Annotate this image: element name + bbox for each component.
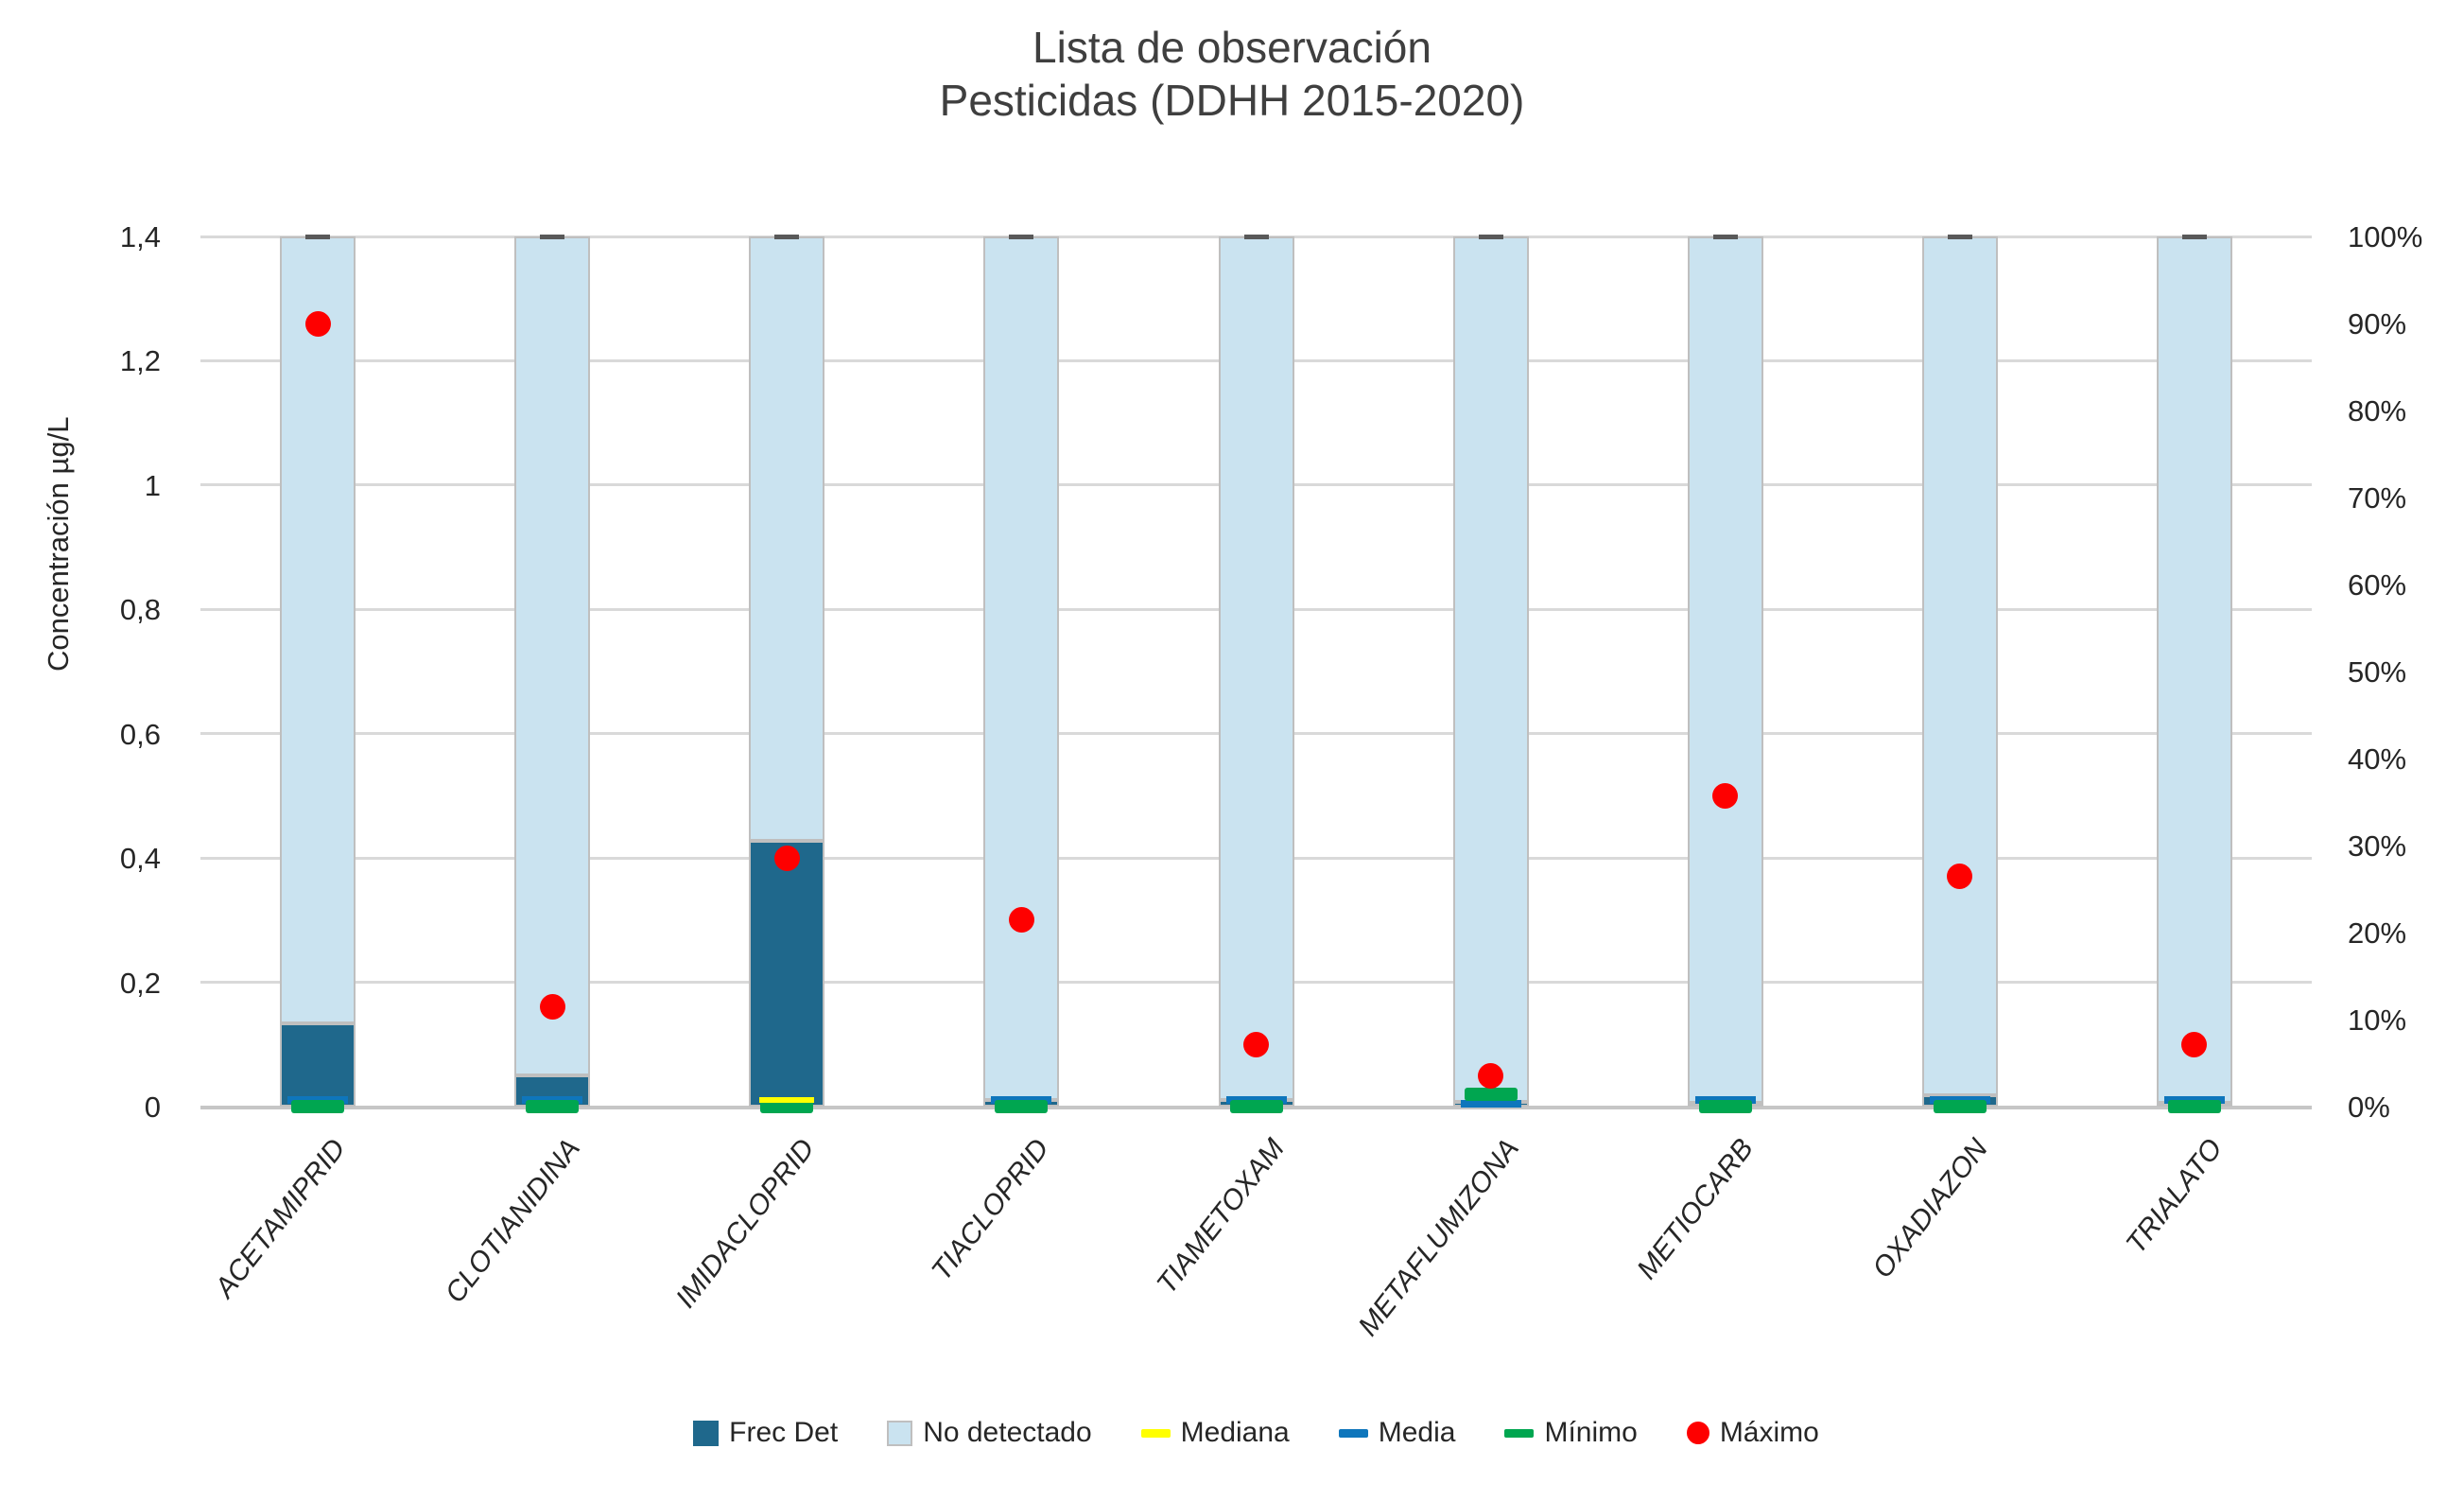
bar-trialato xyxy=(2156,236,2232,1107)
y-left-tick-label: 1 xyxy=(144,468,161,502)
bar-segment-no-detectado xyxy=(2156,236,2232,1103)
chart-title-line2: Pesticidas (DDHH 2015-2020) xyxy=(939,76,1525,126)
top-axis-tick xyxy=(1009,235,1034,239)
maximo-marker xyxy=(539,994,565,1021)
minimo-marker xyxy=(995,1100,1049,1113)
y-left-tick-label: 0,2 xyxy=(119,966,161,1000)
legend-item-máximo: Máximo xyxy=(1686,1417,1819,1449)
bar-segment-no-detectado xyxy=(1218,236,1294,1100)
top-axis-tick xyxy=(540,235,565,239)
y-right-tick-label: 0% xyxy=(2348,1091,2390,1124)
bar-metiocarb xyxy=(1687,236,1763,1107)
top-axis-tick xyxy=(1947,235,1972,239)
bar-acetamiprid xyxy=(280,236,356,1107)
minimo-marker xyxy=(1229,1100,1283,1113)
top-axis-tick xyxy=(305,235,331,239)
legend-key-dash xyxy=(1140,1428,1171,1438)
y-right-tick-label: 20% xyxy=(2348,916,2407,950)
legend-key-square xyxy=(887,1420,913,1446)
bar-metaflumizona xyxy=(1452,236,1529,1107)
legend-label: Mediana xyxy=(1180,1417,1290,1448)
y-right-tick-label: 10% xyxy=(2348,1004,2407,1037)
minimo-marker xyxy=(526,1100,580,1113)
maximo-marker xyxy=(1478,1062,1504,1089)
y-right-tick-label: 80% xyxy=(2348,394,2407,428)
top-axis-tick xyxy=(1712,235,1738,239)
legend-label: No detectado xyxy=(923,1417,1092,1448)
bar-segment-no-detectado xyxy=(1921,236,1998,1095)
minimo-marker xyxy=(760,1100,814,1113)
y-left-tick-label: 1,4 xyxy=(119,220,161,253)
legend-label: Media xyxy=(1378,1417,1456,1448)
bar-tiametoxam xyxy=(1218,236,1294,1107)
top-axis-tick xyxy=(774,235,800,239)
y-left-tick-label: 0,8 xyxy=(119,593,161,627)
y-left-tick-label: 1,2 xyxy=(119,344,161,378)
legend: Frec Det No detectado Mediana Media Mínimo Má… xyxy=(200,1407,2312,1458)
legend-item-media: Media xyxy=(1338,1417,1456,1449)
bar-segment-frec-det xyxy=(280,1023,356,1107)
y-left-tick-label: 0,6 xyxy=(119,717,161,751)
bar-imidacloprid xyxy=(749,236,825,1107)
bar-segment-no-detectado xyxy=(1687,236,1763,1103)
bar-segment-no-detectado xyxy=(280,236,356,1023)
minimo-marker xyxy=(2167,1100,2221,1113)
y-axis-title: Concentración µg/L xyxy=(42,416,75,672)
mediana-marker xyxy=(759,1097,815,1104)
y-left-tick-label: 0 xyxy=(144,1091,161,1124)
top-axis-tick xyxy=(1478,235,1503,239)
top-axis-tick xyxy=(2181,235,2207,239)
media-marker xyxy=(1460,1099,1521,1108)
minimo-marker xyxy=(291,1100,345,1113)
minimo-marker xyxy=(1698,1100,1752,1113)
bar-segment-no-detectado xyxy=(514,236,591,1075)
y-right-tick-label: 70% xyxy=(2348,481,2407,515)
bar-segment-no-detectado xyxy=(983,236,1060,1100)
y-left-tick-label: 0,4 xyxy=(119,842,161,876)
maximo-marker xyxy=(773,845,800,871)
legend-item-frec-det: Frec Det xyxy=(693,1417,838,1449)
minimo-marker xyxy=(1464,1087,1518,1101)
bar-segment-no-detectado xyxy=(749,236,825,841)
chart-title-line1: Lista de observación xyxy=(1032,23,1432,72)
maximo-marker xyxy=(1008,907,1034,934)
legend-key-circle xyxy=(1686,1422,1709,1444)
y-right-tick-label: 50% xyxy=(2348,655,2407,689)
legend-item-mínimo: Mínimo xyxy=(1504,1417,1638,1449)
legend-label: Máximo xyxy=(1719,1417,1819,1448)
legend-key-dash xyxy=(1338,1428,1368,1438)
legend-label: Frec Det xyxy=(729,1417,839,1448)
top-axis-tick xyxy=(1243,235,1269,239)
y-right-tick-label: 40% xyxy=(2348,742,2407,776)
maximo-marker xyxy=(1243,1031,1269,1057)
y-right-tick-label: 30% xyxy=(2348,829,2407,863)
bar-oxadiazon xyxy=(1921,236,1998,1107)
maximo-marker xyxy=(304,310,331,337)
legend-key-square xyxy=(693,1420,720,1446)
y-right-tick-label: 60% xyxy=(2348,568,2407,602)
maximo-marker xyxy=(1947,864,1973,890)
legend-item-mediana: Mediana xyxy=(1140,1417,1290,1449)
legend-label: Mínimo xyxy=(1544,1417,1638,1448)
minimo-marker xyxy=(1933,1100,1987,1113)
legend-item-no-detectado: No detectado xyxy=(887,1417,1092,1449)
y-right-tick-label: 100% xyxy=(2348,220,2423,253)
legend-key-dash xyxy=(1504,1428,1535,1438)
y-right-tick-label: 90% xyxy=(2348,307,2407,340)
bar-clotianidina xyxy=(514,236,591,1107)
bar-tiacloprid xyxy=(983,236,1060,1107)
bar-segment-frec-det xyxy=(749,841,825,1107)
maximo-marker xyxy=(2181,1031,2208,1057)
maximo-marker xyxy=(1712,782,1739,809)
chart-title: Lista de observación Pesticidas (DDHH 20… xyxy=(0,21,2464,127)
bar-segment-no-detectado xyxy=(1452,236,1529,1102)
